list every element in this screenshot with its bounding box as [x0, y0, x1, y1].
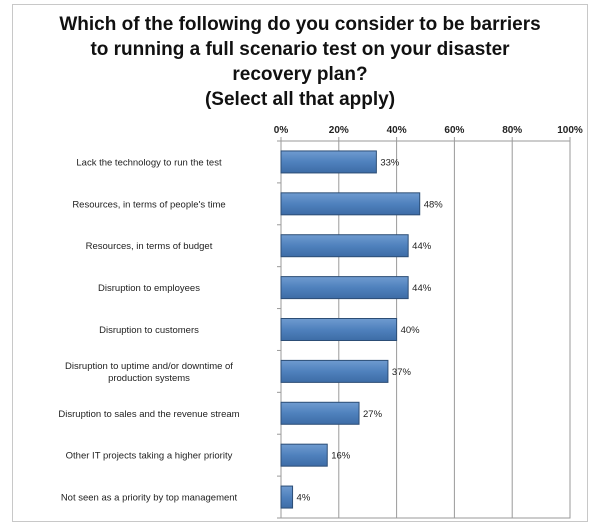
bar	[280, 192, 421, 216]
bar	[280, 485, 294, 509]
x-tick-label: 80%	[502, 125, 522, 136]
bar	[280, 276, 409, 300]
chart-title: Which of the following do you consider t…	[59, 14, 541, 110]
x-tick-label: 40%	[387, 125, 407, 136]
x-tick-label: 20%	[329, 125, 349, 136]
category-label: Resources, in terms of budget	[86, 241, 213, 252]
data-label: 48%	[424, 199, 444, 210]
category-label: Not seen as a priority by top management	[61, 493, 238, 504]
bar	[280, 234, 409, 258]
bar	[280, 318, 398, 341]
x-tick-label: 100%	[557, 125, 583, 136]
data-label: 44%	[412, 283, 432, 294]
bar	[280, 401, 360, 425]
category-label: Disruption to sales and the revenue stre…	[58, 409, 239, 420]
data-label: 44%	[412, 241, 432, 252]
category-label: Lack the technology to run the test	[76, 157, 222, 168]
data-label: 27%	[363, 409, 383, 420]
data-label: 16%	[331, 451, 351, 462]
bar	[280, 150, 377, 174]
category-label: Disruption to employees	[98, 283, 200, 294]
category-label: Disruption to customers	[99, 325, 199, 336]
category-label: Other IT projects taking a higher priori…	[66, 451, 233, 462]
x-tick-label: 60%	[444, 125, 464, 136]
category-label: Disruption to uptime and/or downtime of p…	[65, 361, 233, 384]
x-tick-label: 0%	[274, 125, 289, 136]
data-label: 33%	[380, 157, 400, 168]
data-label: 4%	[297, 493, 311, 504]
bar	[280, 359, 389, 383]
bar	[280, 443, 328, 467]
data-label: 37%	[392, 367, 412, 378]
category-label: Resources, in terms of people's time	[72, 199, 225, 210]
data-label: 40%	[401, 325, 421, 336]
